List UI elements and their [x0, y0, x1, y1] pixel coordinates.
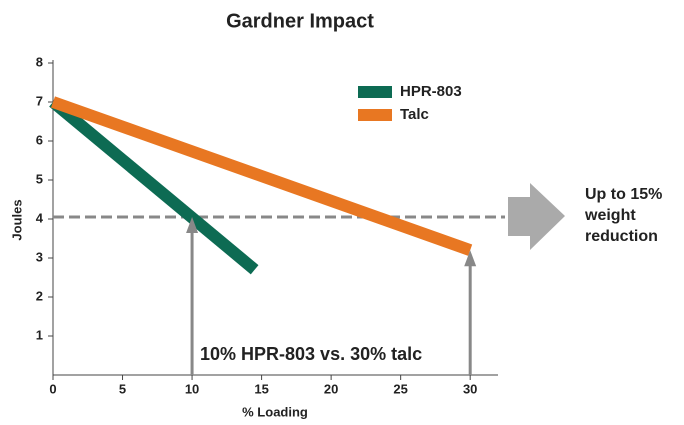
- y-tick-label: 6: [36, 132, 43, 147]
- x-tick-label: 30: [463, 381, 477, 396]
- callout-text: reduction: [585, 228, 658, 245]
- x-tick-label: 10: [185, 381, 199, 396]
- y-tick-label: 8: [36, 54, 43, 69]
- legend-label: HPR-803: [400, 83, 462, 100]
- callout-arrow: [508, 183, 565, 250]
- legend-swatch: [358, 86, 392, 98]
- series-line: [49, 97, 259, 275]
- x-axis-label: % Loading: [242, 404, 308, 419]
- arrow-head: [186, 217, 199, 234]
- callout-text: weight: [584, 207, 636, 224]
- y-tick-label: 1: [36, 327, 43, 342]
- annotation: 10% HPR-803 vs. 30% talc: [200, 344, 422, 364]
- y-tick-label: 3: [36, 249, 43, 264]
- y-tick-label: 5: [36, 171, 43, 186]
- x-tick-label: 15: [254, 381, 268, 396]
- y-axis-label: Joules: [9, 199, 24, 240]
- arrow-head: [464, 250, 477, 267]
- x-tick-label: 25: [393, 381, 407, 396]
- legend-swatch: [358, 109, 392, 121]
- y-tick-label: 4: [36, 210, 44, 225]
- chart-title: Gardner Impact: [226, 10, 374, 32]
- y-tick-label: 2: [36, 288, 43, 303]
- x-tick-label: 5: [119, 381, 126, 396]
- x-tick-label: 0: [49, 381, 56, 396]
- callout-text: Up to 15%: [585, 186, 662, 203]
- legend-label: Talc: [400, 106, 429, 123]
- y-tick-label: 7: [36, 93, 43, 108]
- x-tick-label: 20: [324, 381, 338, 396]
- series-line: [50, 96, 473, 256]
